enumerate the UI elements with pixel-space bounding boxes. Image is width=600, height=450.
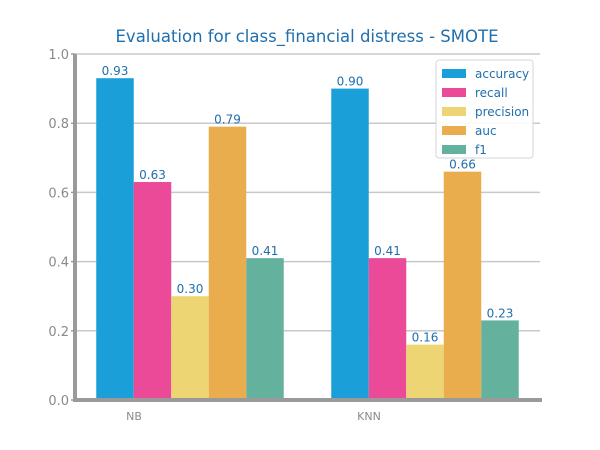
bars (96, 78, 519, 400)
bar-f1-knn (481, 320, 519, 400)
data-label-accuracy-knn: 0.90 (337, 75, 364, 89)
y-tick-label: 0.0 (48, 394, 69, 409)
legend-swatch-f1 (442, 145, 466, 154)
x-tick-label-nb: NB (126, 410, 142, 423)
bar-recall-nb (133, 182, 172, 400)
legend-label-precision: precision (475, 105, 529, 119)
legend-label-auc: auc (475, 124, 497, 138)
chart-title: Evaluation for class_financial distress … (116, 27, 499, 47)
y-tick-label: 0.8 (48, 117, 69, 132)
legend-label-accuracy: accuracy (475, 67, 529, 81)
legend-swatch-accuracy (442, 69, 466, 78)
bar-precision-knn (406, 344, 444, 400)
bar-recall-knn (368, 258, 407, 400)
x-tick-labels: NB KNN (126, 410, 381, 423)
y-tick-label: 0.2 (48, 325, 69, 340)
data-label-recall-knn: 0.41 (374, 244, 401, 258)
legend: accuracy recall precision auc f1 (435, 59, 534, 159)
bar-auc-knn (443, 171, 482, 400)
y-tick-labels: 0.0 0.2 0.4 0.6 0.8 1.0 (48, 48, 69, 409)
axes (71, 53, 542, 402)
legend-swatch-precision (442, 107, 466, 116)
data-label-precision-nb: 0.30 (177, 282, 204, 296)
y-tick-label: 0.4 (48, 256, 69, 271)
bar-auc-nb (208, 126, 247, 400)
x-tick-label-knn: KNN (357, 410, 381, 423)
data-label-f1-knn: 0.23 (487, 306, 514, 320)
data-label-auc-knn: 0.66 (449, 158, 476, 172)
data-label-f1-nb: 0.41 (252, 244, 279, 258)
y-tick-label: 0.6 (48, 186, 69, 201)
legend-label-recall: recall (475, 86, 508, 100)
data-label-precision-knn: 0.16 (412, 331, 439, 345)
data-label-auc-nb: 0.79 (214, 113, 241, 127)
bar-accuracy-nb (96, 78, 134, 400)
bar-precision-nb (171, 296, 209, 400)
legend-swatch-auc (442, 126, 466, 135)
data-label-recall-nb: 0.63 (139, 168, 166, 182)
data-labels: 0.93 0.63 0.30 0.79 0.41 0.90 0.41 0.16 0.66 0.23 (102, 64, 514, 344)
bar-f1-nb (246, 258, 284, 400)
data-label-accuracy-nb: 0.93 (102, 64, 129, 78)
y-tick-label: 1.0 (48, 48, 69, 63)
legend-label-f1: f1 (475, 143, 487, 157)
legend-swatch-recall (442, 88, 466, 97)
bar-accuracy-knn (331, 88, 369, 400)
